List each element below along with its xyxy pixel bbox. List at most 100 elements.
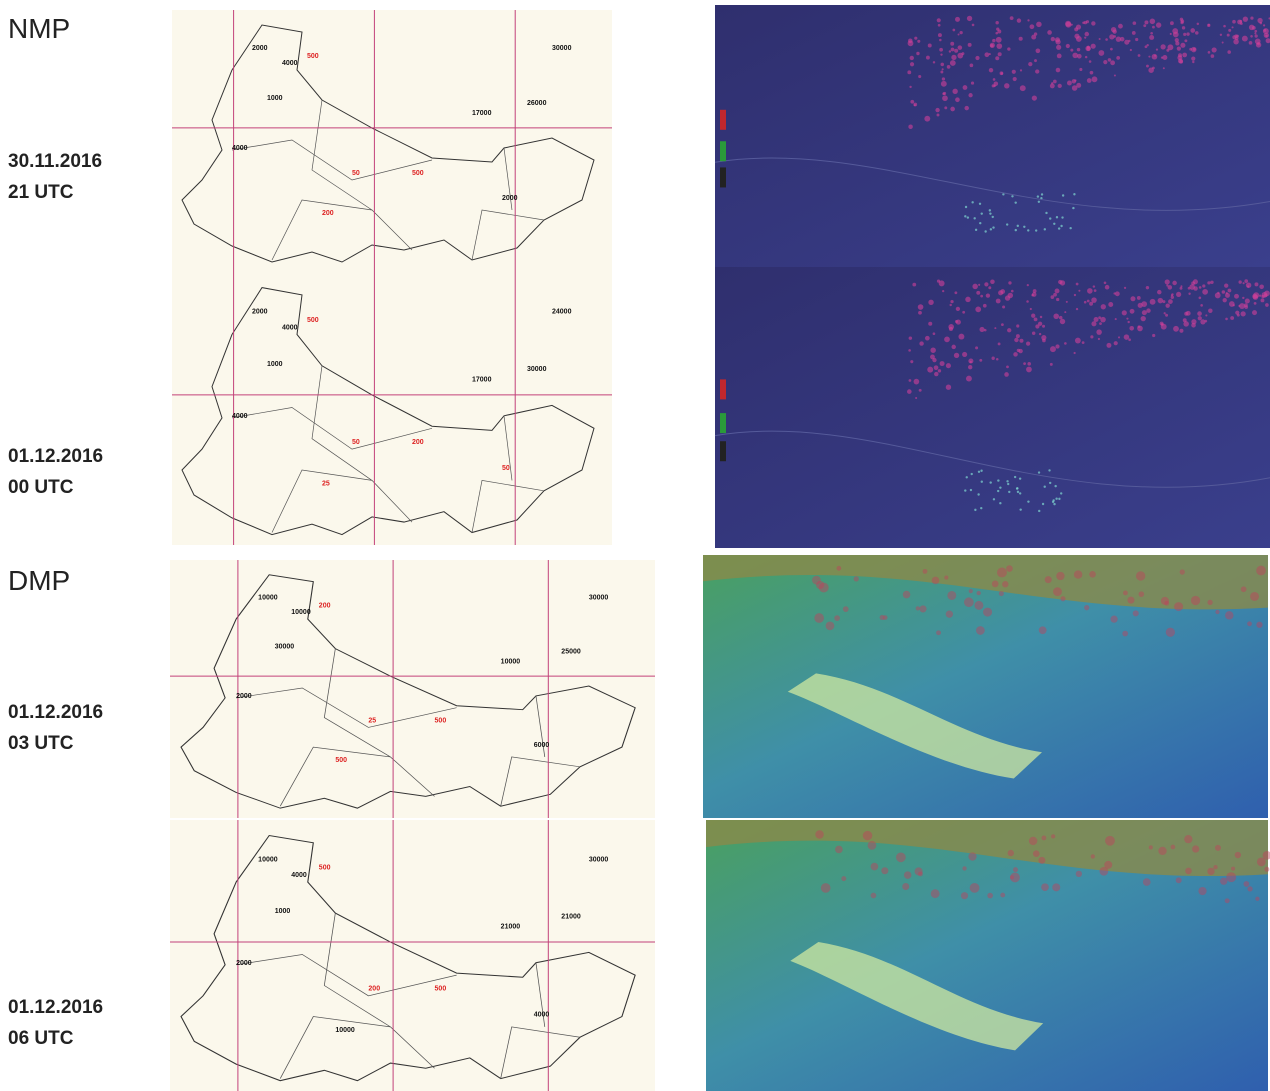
- speckle: [1259, 21, 1263, 25]
- speckle: [1240, 311, 1246, 317]
- speckle: [1181, 26, 1186, 30]
- speckle: [1019, 69, 1023, 72]
- speckle: [1028, 62, 1033, 67]
- speckle: [1152, 25, 1155, 29]
- map-label: 10000: [291, 609, 311, 616]
- speckle: [924, 115, 931, 122]
- speckle: [954, 319, 959, 323]
- speckle: [918, 871, 923, 877]
- speckle: [1232, 19, 1236, 24]
- date-label: 01.12.2016: [8, 446, 103, 467]
- speckle: [1214, 292, 1221, 299]
- speckle: [1241, 35, 1248, 42]
- date-label: 30.11.2016: [8, 151, 102, 172]
- speckle: [1041, 502, 1045, 506]
- speckle: [1210, 280, 1214, 285]
- speckle: [1037, 471, 1041, 474]
- speckle: [1038, 856, 1046, 864]
- speckle: [1073, 293, 1077, 297]
- speckle: [1074, 27, 1079, 32]
- speckle: [1035, 69, 1040, 74]
- map-outline: [180, 574, 636, 809]
- speckle: [1173, 325, 1179, 332]
- speckle: [1176, 46, 1181, 51]
- speckle: [1256, 565, 1266, 576]
- speckle: [1027, 19, 1030, 22]
- speckle: [924, 335, 930, 341]
- speckle: [928, 321, 933, 326]
- speckle: [1093, 316, 1099, 323]
- speckle: [967, 42, 972, 47]
- speckle: [1016, 348, 1021, 353]
- speckle: [1025, 341, 1031, 346]
- speckle: [1146, 308, 1151, 313]
- speckle: [1158, 846, 1167, 856]
- speckle: [1047, 30, 1052, 35]
- speckle: [973, 217, 976, 220]
- speckle: [996, 43, 1003, 50]
- speckle: [1247, 621, 1252, 627]
- speckle: [1152, 333, 1156, 338]
- speckle: [1056, 44, 1062, 50]
- speckle: [1261, 294, 1265, 299]
- map-label: 17000: [472, 376, 492, 383]
- map-label: 21000: [501, 924, 521, 931]
- speckle: [1098, 316, 1102, 320]
- speckle: [1207, 281, 1211, 285]
- map-label: 500: [307, 53, 319, 60]
- speckle: [908, 379, 912, 382]
- speckle: [1090, 43, 1096, 49]
- speckle: [1167, 285, 1173, 290]
- speckle: [902, 883, 910, 891]
- map-panel: 2000 4000 500 1000 4000 50 500 30000 26000 17000 2…: [172, 10, 612, 272]
- speckle: [909, 62, 915, 67]
- speckle: [1036, 195, 1040, 198]
- speckle: [962, 866, 967, 871]
- speckle: [1113, 74, 1116, 77]
- speckle: [969, 63, 974, 68]
- speckle: [1015, 334, 1020, 339]
- speckle: [834, 615, 840, 622]
- speckle: [999, 486, 1002, 489]
- speckle: [966, 216, 970, 219]
- speckle: [1221, 290, 1226, 294]
- speckle: [941, 77, 946, 81]
- speckle: [1012, 867, 1019, 873]
- speckle: [916, 51, 920, 56]
- speckle: [1011, 69, 1016, 74]
- speckle: [969, 488, 973, 492]
- speckle: [1135, 37, 1139, 42]
- speckle: [1250, 35, 1253, 38]
- speckle: [1142, 878, 1151, 886]
- speckle: [1031, 313, 1036, 318]
- speckle: [1179, 328, 1184, 333]
- speckle: [1192, 845, 1200, 853]
- speckle: [1019, 85, 1026, 92]
- speckle: [1169, 21, 1174, 26]
- speckle: [1234, 293, 1239, 299]
- speckle: [1254, 29, 1258, 33]
- speckle: [1049, 362, 1053, 366]
- map-label: 1000: [267, 95, 283, 102]
- speckle: [1170, 844, 1176, 850]
- speckle: [950, 47, 955, 52]
- speckle: [1051, 834, 1056, 839]
- speckle: [998, 290, 1004, 296]
- speckle: [1050, 36, 1056, 42]
- speckle: [1237, 19, 1243, 25]
- speckle: [1027, 500, 1030, 503]
- speckle: [1088, 60, 1092, 63]
- speckle: [966, 15, 973, 22]
- speckle: [962, 85, 968, 90]
- speckle: [945, 610, 954, 618]
- speckle: [980, 506, 983, 510]
- speckle: [946, 65, 951, 69]
- speckle: [1056, 571, 1065, 581]
- speckle: [988, 67, 994, 73]
- speckle: [1079, 67, 1083, 72]
- speckle: [1252, 294, 1259, 300]
- speckle: [1056, 53, 1062, 59]
- speckle: [965, 296, 971, 303]
- speckle: [1033, 317, 1038, 322]
- speckle: [1188, 292, 1191, 295]
